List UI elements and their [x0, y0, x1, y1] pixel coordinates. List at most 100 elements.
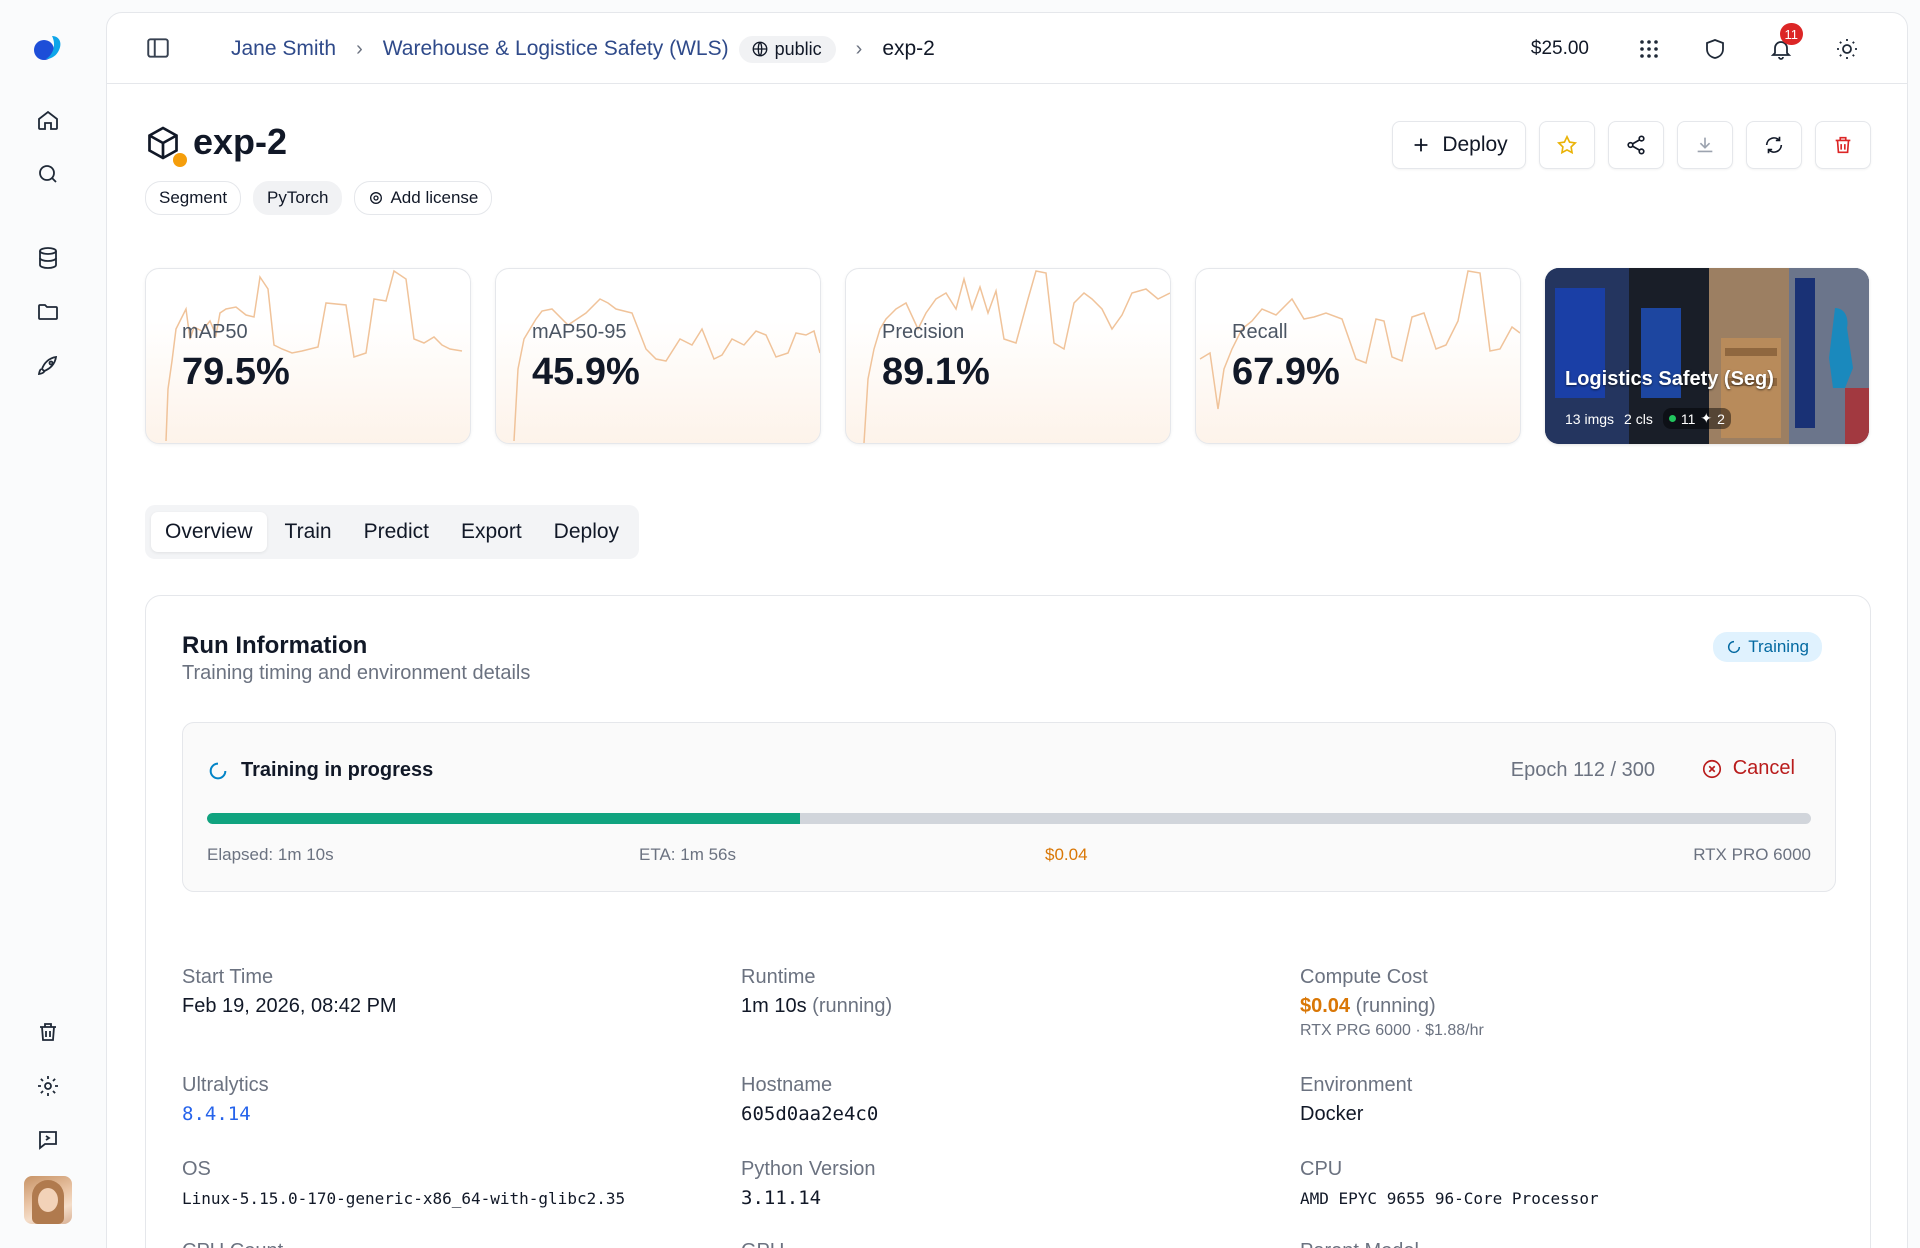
loading-spinner-icon — [209, 762, 227, 779]
download-icon — [1697, 137, 1713, 153]
progress-bar-fill — [207, 813, 801, 824]
progress-title-label: Training in progress — [241, 759, 434, 781]
field-label: Hostname — [741, 1074, 833, 1096]
metric-sparkline — [513, 298, 820, 442]
field-label: CPU Count — [182, 1240, 283, 1248]
ultralytics-version-link[interactable]: 8.4.14 — [182, 1103, 251, 1125]
sparkle-icon: ✦ — [1700, 410, 1713, 426]
field-value: 605d0aa2e4c0 — [741, 1103, 879, 1125]
field-compute-cost: Compute Cost $0.04 (running) RTX PRG 600… — [1300, 966, 1484, 1040]
field-ultralytics: Ultralytics 8.4.14 — [182, 1074, 269, 1125]
deploy-button-label: Deploy — [1442, 133, 1508, 156]
status-badge: Training — [1713, 632, 1822, 662]
field-os: OS Linux-5.15.0-170-generic-x86_64-with-… — [182, 1158, 625, 1208]
share-icon — [1627, 135, 1645, 155]
runtime-value: 1m 10s — [741, 995, 807, 1017]
main-panel: Jane Smith › Warehouse & Logistice Safet… — [106, 12, 1908, 1248]
app-logo-icon[interactable] — [30, 30, 66, 66]
tab-train[interactable]: Train — [284, 520, 332, 543]
left-rail — [0, 0, 106, 1248]
dataset-class-count: 2 cls — [1624, 410, 1653, 427]
dataset-count-b: 2 — [1717, 410, 1725, 427]
add-license-label: Add license — [390, 188, 479, 207]
home-icon[interactable] — [30, 102, 66, 138]
dataset-count-a: 11 — [1680, 410, 1696, 427]
chevron-right-icon: › — [356, 37, 363, 60]
page-title: exp-2 — [193, 121, 288, 162]
share-button[interactable] — [1608, 121, 1664, 169]
tab-export[interactable]: Export — [460, 520, 522, 543]
dataset-class-chip: 11 ✦ 2 — [1662, 408, 1731, 429]
notification-count-badge: 11 — [1779, 23, 1803, 45]
feedback-icon[interactable] — [30, 1122, 66, 1158]
metric-label: Precision — [882, 321, 965, 343]
account-balance[interactable]: $25.00 — [1530, 38, 1589, 59]
top-bar: Jane Smith › Warehouse & Logistice Safet… — [107, 13, 1907, 84]
status-label: Training — [1748, 637, 1809, 656]
metric-sparkline — [863, 270, 1170, 443]
epoch-counter: Epoch 112 / 300 — [1510, 759, 1655, 781]
metric-card-precision[interactable]: Precision 89.1% — [845, 268, 1171, 444]
model-cube-icon — [145, 125, 187, 167]
delete-button[interactable] — [1815, 121, 1871, 169]
chevron-right-icon: › — [855, 37, 863, 60]
field-cpu-count: CPU Count — [182, 1240, 283, 1248]
notifications-bell-icon[interactable]: 11 — [1765, 23, 1803, 65]
add-license-button[interactable]: Add license — [354, 181, 493, 215]
header-actions: Deploy — [1392, 121, 1871, 169]
settings-gear-icon[interactable] — [30, 1068, 66, 1104]
trash-icon[interactable] — [30, 1014, 66, 1050]
progress-gpu: RTX PRO 6000 — [1693, 845, 1811, 864]
field-cpu: CPU AMD EPYC 9655 96-Core Processor — [1300, 1158, 1599, 1208]
database-icon[interactable] — [30, 240, 66, 276]
field-value: Linux-5.15.0-170-generic-x86_64-with-gli… — [182, 1189, 626, 1208]
progress-title: Training in progress — [207, 759, 433, 782]
field-label: CPU — [1300, 1158, 1343, 1180]
apps-grid-icon[interactable] — [1633, 33, 1665, 65]
tab-overview[interactable]: Overview — [151, 512, 267, 552]
breadcrumb-user[interactable]: Jane Smith — [231, 37, 337, 60]
metric-value: 79.5% — [182, 351, 290, 393]
cancel-training-button[interactable]: Cancel — [1701, 757, 1795, 780]
metric-card-map50-95[interactable]: mAP50-95 45.9% — [495, 268, 821, 444]
dataset-name: Logistics Safety (Seg) — [1565, 368, 1774, 390]
field-value: 3.11.14 — [741, 1187, 822, 1209]
refresh-button[interactable] — [1746, 121, 1802, 169]
breadcrumb: Jane Smith › Warehouse & Logistice Safet… — [231, 35, 935, 63]
field-gpu: GPU — [741, 1240, 784, 1248]
search-icon[interactable] — [30, 156, 66, 192]
metric-value: 67.9% — [1232, 351, 1340, 393]
star-icon — [1556, 134, 1578, 155]
dataset-card[interactable]: Logistics Safety (Seg) 13 imgs 2 cls 11 … — [1545, 268, 1869, 444]
rocket-icon[interactable] — [30, 348, 66, 384]
field-hostname: Hostname 605d0aa2e4c0 — [741, 1074, 878, 1125]
breadcrumb-project[interactable]: Warehouse & Logistice Safety (WLS) — [382, 37, 729, 60]
loading-spinner-icon — [1728, 640, 1741, 654]
metric-card-map50[interactable]: mAP50 79.5% — [145, 268, 471, 444]
visibility-badge: public — [738, 35, 836, 63]
trash-icon — [1835, 136, 1851, 154]
field-label: Start Time — [182, 966, 274, 988]
field-value: Docker — [1300, 1103, 1364, 1125]
refresh-icon — [1765, 136, 1783, 154]
folder-icon[interactable] — [30, 294, 66, 330]
deploy-button[interactable]: Deploy — [1392, 121, 1526, 169]
theme-sun-icon[interactable] — [1831, 33, 1863, 65]
field-value: Feb 19, 2026, 08:42 PM — [182, 995, 397, 1017]
tab-predict[interactable]: Predict — [363, 520, 429, 543]
metric-card-recall[interactable]: Recall 67.9% — [1195, 268, 1521, 444]
shield-icon[interactable] — [1699, 33, 1731, 65]
model-status-dot — [173, 153, 187, 167]
model-tags: Segment PyTorch Add license — [145, 181, 493, 215]
metric-sparkline — [165, 269, 463, 442]
download-button[interactable] — [1677, 121, 1733, 169]
user-avatar[interactable] — [24, 1176, 72, 1224]
breadcrumb-current: exp-2 — [882, 37, 935, 60]
star-button[interactable] — [1539, 121, 1595, 169]
tag-task: Segment — [145, 181, 242, 215]
field-label: OS — [182, 1158, 211, 1180]
metric-label: mAP50-95 — [532, 321, 627, 343]
tab-deploy[interactable]: Deploy — [553, 520, 620, 543]
field-python-version: Python Version 3.11.14 — [741, 1158, 876, 1209]
sidebar-toggle-icon[interactable] — [145, 35, 171, 61]
